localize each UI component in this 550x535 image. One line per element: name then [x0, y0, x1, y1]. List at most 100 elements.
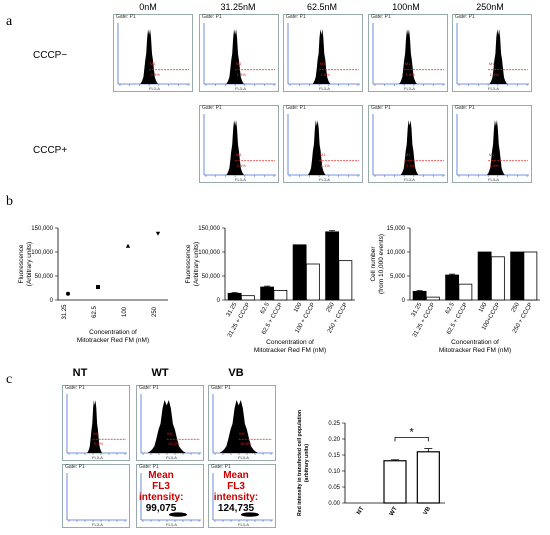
col-header-vb: VB	[228, 367, 244, 379]
histogram-peak	[220, 400, 258, 453]
x-tick-label: 250	[511, 301, 522, 313]
gate-label: Gate: P1	[371, 14, 391, 20]
x-tick-label: 62.5	[445, 301, 456, 315]
gate-label: Gate: P1	[286, 14, 306, 20]
histogram-cccp-plus-2: Gate: P1 FL3-A M1 0.1%	[368, 105, 448, 183]
data-point	[125, 243, 131, 248]
x-axis-label: FL3-A	[166, 455, 177, 460]
y-axis-label: Fluorescence	[185, 244, 192, 283]
panel-label-a: a	[6, 14, 13, 29]
m1-percent: 13.2%	[168, 441, 180, 446]
x-axis-label: FL3-A	[149, 86, 160, 91]
col-header-31nm: 31.25nM	[220, 2, 256, 12]
x-axis-label: FL3-A	[404, 86, 415, 91]
scatter-wt: Gate: P1 FL3-A	[136, 464, 204, 528]
m1-percent: 0.0%	[94, 441, 104, 446]
m1-percent: 15.5%	[240, 441, 252, 446]
histogram-cccp-minus-0: Gate: P1 FL3-A M1 0.3%	[113, 14, 193, 92]
gate-label: Gate: P1	[116, 14, 136, 20]
histogram-peak	[226, 120, 244, 175]
m1-label: M1	[167, 431, 173, 436]
y-axis-label: (Arbitrary units)	[26, 242, 33, 286]
chart-b-cellnumber-bars: 0 5,000 10,000 15,000 Cell number (from 10,00…	[370, 226, 540, 354]
y-tick-label: 0.05	[328, 485, 340, 491]
m1-label: M1	[239, 431, 245, 436]
m1-label: M1	[489, 61, 495, 66]
bar	[292, 244, 307, 301]
histogram-peak	[312, 29, 331, 85]
y-axis-label: Red intensity in transfected cell popula…	[297, 410, 303, 516]
y-axis-label: (from 10,000 events)	[378, 234, 385, 294]
histogram-peak	[140, 29, 158, 85]
m1-percent: 1.0%	[490, 163, 500, 168]
x-tick-label: 250	[152, 306, 158, 317]
chart-c-red-intensity: 0.00 0.05 0.10 0.15 0.20 0.25 Red intensity in…	[297, 410, 445, 517]
bar	[412, 290, 427, 301]
gate-label: Gate: P1	[211, 464, 231, 470]
m1-percent: 1.6%	[406, 72, 416, 77]
y-tick-label: 0.15	[328, 453, 340, 459]
scatter-nt: Gate: P1 FL3-A	[62, 464, 130, 528]
bar	[523, 251, 538, 301]
y-axis-label: Fluorescence	[18, 244, 25, 283]
x-tick-label: VB	[423, 505, 433, 516]
histogram-cccp-plus-0: Gate: P1 FL3-A M1 0.1%	[199, 105, 279, 183]
gate-label: Gate: P1	[65, 464, 85, 470]
x-axis-label: FL3-A	[238, 522, 249, 527]
chart-b-scatter: 0 50,000 100,000 150,000 Fluorescence (Arbitr…	[18, 226, 168, 344]
m1-percent: 1.3%	[237, 72, 247, 77]
x-axis-label: Concentration of	[451, 339, 499, 346]
vb-mean-label: Mean FL3 intensity:	[213, 470, 259, 503]
y-tick-label: 100,000	[198, 250, 220, 256]
m1-label: M1	[320, 61, 326, 66]
histogram-peak	[487, 120, 505, 175]
row-label-cccp-plus: CCCP+	[33, 145, 68, 156]
data-point	[155, 231, 161, 236]
wt-mean-label: Mean FL3 intensity:	[139, 470, 184, 503]
histogram-peak	[489, 29, 507, 85]
x-tick-label: NT	[356, 506, 365, 516]
scatter-cluster	[168, 512, 187, 517]
histogram-peak	[400, 120, 419, 175]
bar	[240, 295, 255, 301]
bar	[338, 260, 353, 301]
col-header-0nm: 0nM	[139, 2, 157, 12]
x-axis-label: FL3-A	[238, 455, 249, 460]
x-tick-label: 100	[478, 301, 489, 313]
x-tick-label: 31.25	[411, 301, 424, 318]
m1-label: M1	[489, 152, 495, 157]
wt-mean-value: 99,075	[145, 503, 177, 514]
bar	[510, 251, 525, 301]
data-point	[96, 285, 100, 290]
gate-label: Gate: P1	[65, 385, 85, 391]
col-header-250nm: 250nM	[476, 2, 504, 12]
bar	[383, 460, 407, 504]
x-axis-label: FL3-A	[235, 86, 246, 91]
panel-label-b: b	[6, 194, 13, 209]
col-header-wt: WT	[151, 367, 169, 379]
row-label-cccp-minus: CCCP−	[33, 50, 68, 61]
m1-label: M1	[236, 152, 242, 157]
x-tick-label: WT	[389, 506, 399, 517]
bar	[416, 451, 440, 504]
vb-mean-value: 124,735	[217, 503, 255, 514]
histogram-vb: Gate: P1 FL3-A M1 15.5%	[208, 385, 276, 461]
gate-label: Gate: P1	[211, 385, 231, 391]
y-tick-label: 0	[50, 298, 54, 304]
significance-star: *	[410, 426, 415, 438]
y-tick-label: 150,000	[198, 226, 220, 232]
bar	[273, 290, 288, 301]
scatter-cluster	[240, 512, 259, 517]
x-axis-label: Mitotracker Red FM (nM)	[254, 347, 326, 354]
x-axis-label: FL3-A	[92, 455, 103, 460]
x-axis-label: FL3-A	[319, 86, 330, 91]
m1-label: M1	[320, 152, 326, 157]
y-axis-label: (arbitrary units)	[304, 444, 310, 483]
x-axis-label: Concentration of	[266, 339, 314, 346]
m1-percent: 1.1%	[321, 163, 331, 168]
m1-label: M1	[93, 431, 99, 436]
y-tick-label: 0.20	[328, 437, 340, 443]
histogram-peak	[308, 120, 326, 175]
bar	[305, 263, 320, 301]
data-point	[66, 291, 70, 296]
